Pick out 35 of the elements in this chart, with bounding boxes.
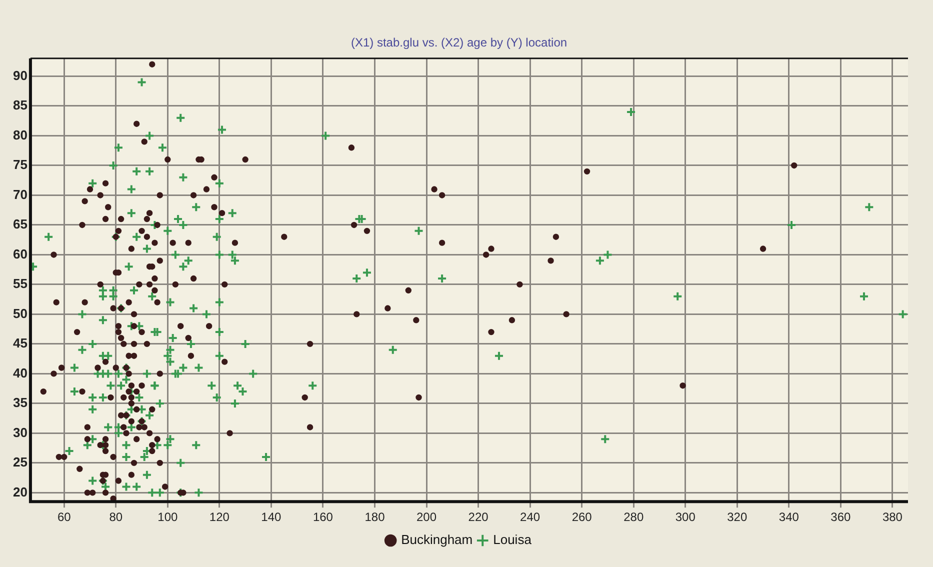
x-tick-label: 100 [158,510,178,524]
x-tick-label: 180 [364,510,386,524]
x-tick-label: 360 [830,510,852,524]
y-tick-label: 75 [12,157,28,172]
x-tick-label: 260 [572,510,592,524]
x-tick-label: 300 [675,510,696,524]
y-tick-label: 50 [12,306,28,321]
x-tick-label: 140 [261,510,282,524]
y-tick-label: 20 [12,484,28,500]
chart-title: (X1) stab.glu vs. (X2) age by (Y) location [350,36,568,50]
y-tick-label: 55 [12,276,28,292]
legend-label: Louisa [493,532,532,548]
legend-label: Buckingham [401,532,473,548]
y-tick-label: 70 [12,186,28,202]
y-tick-label: 30 [12,424,28,440]
x-tick-label: 380 [882,510,903,524]
x-tick-label: 340 [778,510,800,524]
y-tick-label: 65 [12,216,28,232]
x-tick-label: 120 [209,510,230,524]
y-tick-label: 60 [12,246,28,262]
x-tick-label: 280 [624,510,644,524]
x-tick-label: 160 [312,510,334,524]
y-tick-label: 45 [12,336,28,351]
x-tick-label: 80 [109,510,123,524]
y-tick-label: 40 [12,365,28,380]
x-tick-label: 60 [57,510,72,524]
y-tick-label: 90 [12,68,28,83]
y-tick-label: 25 [12,454,28,470]
x-tick-label: 320 [727,510,748,524]
y-tick-label: 85 [12,98,28,113]
x-tick-label: 240 [520,510,540,524]
x-tick-label: 220 [468,510,489,524]
x-tick-label: 200 [416,510,437,524]
y-tick-label: 80 [12,127,28,142]
y-tick-label: 35 [12,395,28,410]
